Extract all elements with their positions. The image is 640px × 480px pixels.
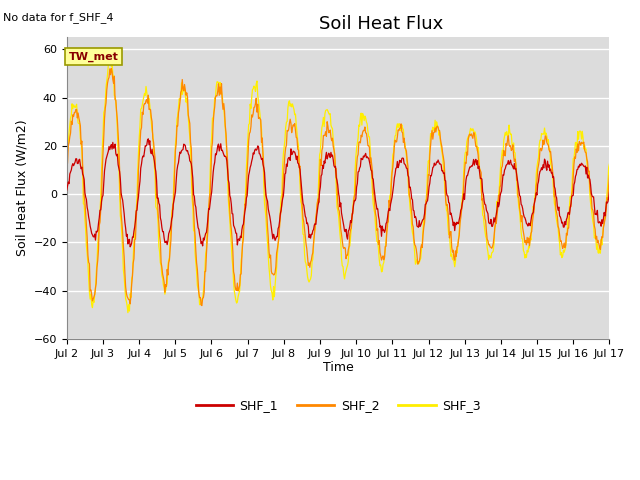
Y-axis label: Soil Heat Flux (W/m2): Soil Heat Flux (W/m2) <box>15 120 28 256</box>
Text: No data for f_SHF_4: No data for f_SHF_4 <box>3 12 114 23</box>
Title: Soil Heat Flux: Soil Heat Flux <box>319 15 444 33</box>
X-axis label: Time: Time <box>323 361 353 374</box>
Legend: SHF_1, SHF_2, SHF_3: SHF_1, SHF_2, SHF_3 <box>191 394 485 417</box>
Text: TW_met: TW_met <box>68 52 118 62</box>
